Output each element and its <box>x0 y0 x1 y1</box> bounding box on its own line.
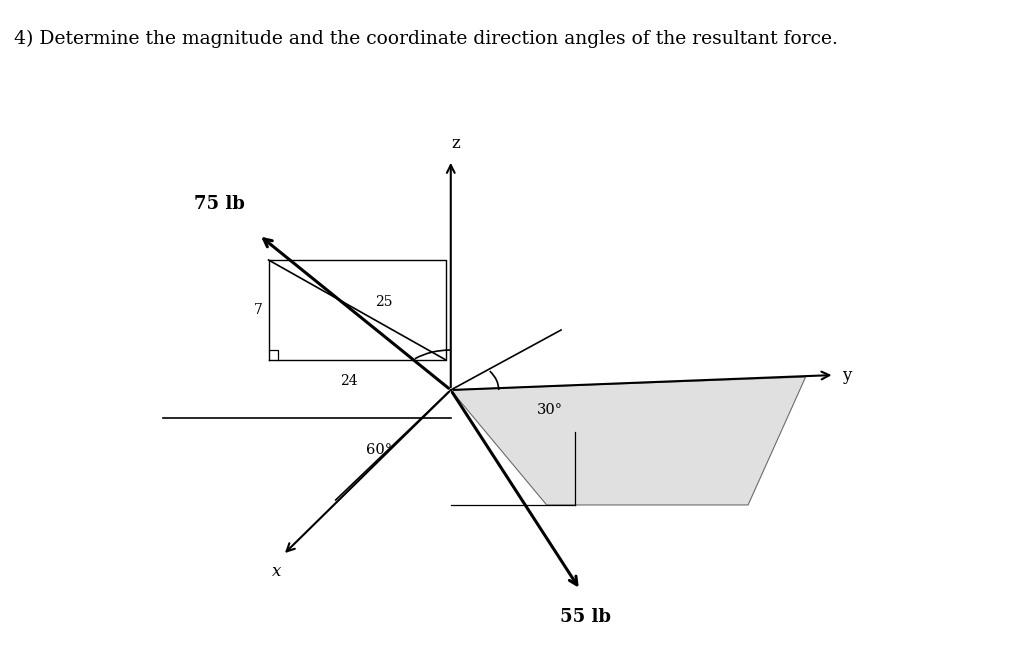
Text: 55 lb: 55 lb <box>559 608 610 626</box>
Text: 25: 25 <box>375 295 392 309</box>
Text: 75 lb: 75 lb <box>194 195 245 213</box>
Text: 24: 24 <box>340 374 357 388</box>
Text: y: y <box>842 367 851 384</box>
Text: 7: 7 <box>254 303 263 317</box>
Text: 30°: 30° <box>537 403 563 417</box>
Polygon shape <box>451 377 806 505</box>
Text: x: x <box>271 563 281 580</box>
Text: z: z <box>452 135 460 152</box>
Text: 4) Determine the magnitude and the coordinate direction angles of the resultant : 4) Determine the magnitude and the coord… <box>14 30 839 48</box>
Text: 60°: 60° <box>366 443 392 457</box>
